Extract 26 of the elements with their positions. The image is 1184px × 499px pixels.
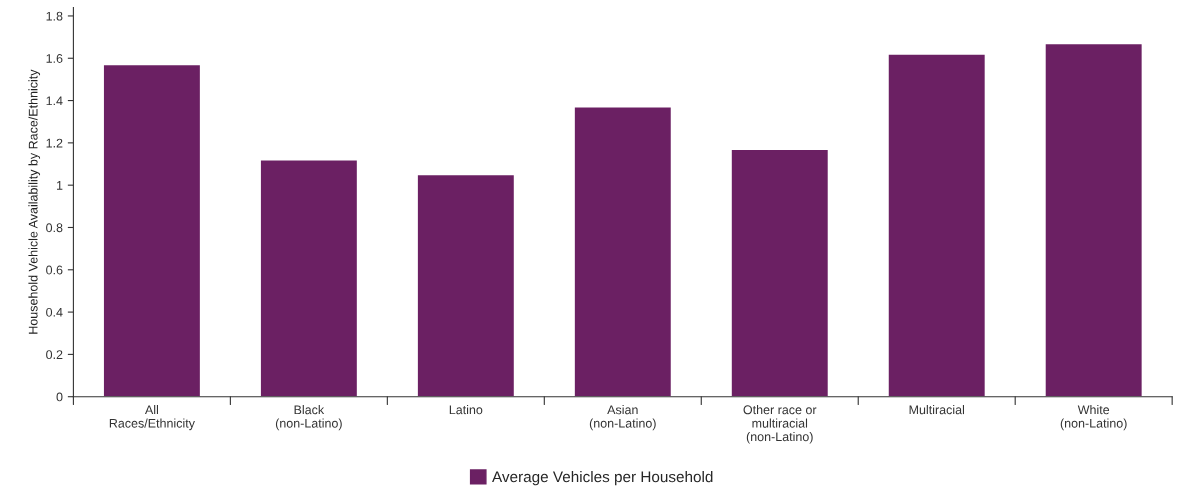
y-tick-label: 0 [56,392,63,402]
bar [730,148,830,397]
y-tick-label: 1 [56,181,63,190]
x-tick-label: Asian (non-Latino) [589,405,656,431]
y-tick-label: 0.6 [46,265,63,275]
y-tick-label: 0.2 [46,350,63,360]
bar [887,53,987,397]
y-tick-label: 1.2 [46,138,63,148]
x-tick-label: White (non-Latino) [1060,405,1127,431]
bar [102,63,202,397]
y-tick-label: 0.8 [46,223,63,233]
x-tick-label: Other race or multiracial (non-Latino) [743,405,817,444]
legend-label: Average Vehicles per Household [492,471,713,486]
bar [1044,42,1144,397]
y-tick-label: 0.4 [46,307,63,317]
y-tick-label: 1.4 [46,96,63,106]
x-tick-label: Latino [449,405,483,415]
y-tick-label: 1.8 [46,11,63,21]
x-tick-label: All Races/Ethnicity [109,405,195,431]
bar [259,159,359,397]
y-tick-label: 1.6 [46,54,63,63]
x-tick-label: Black (non-Latino) [275,405,342,431]
x-tick-label: Multiracial [909,405,965,415]
bar [573,106,673,397]
y-axis-title: Household Vehicle Availability by Race/Ethnicity [28,69,41,334]
bar [416,173,516,397]
